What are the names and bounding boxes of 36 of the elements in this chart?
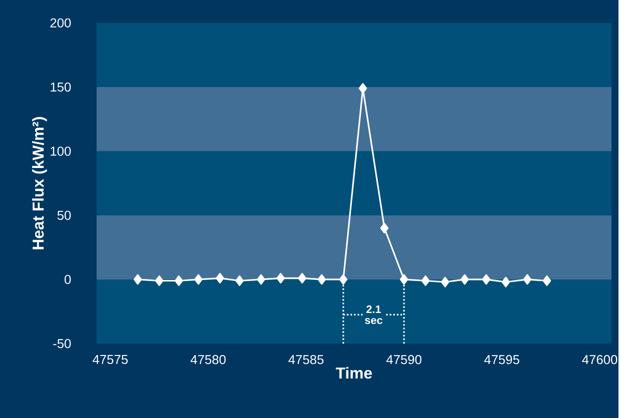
annotation: 2.1 sec — [364, 305, 382, 324]
y-axis-title: Heat Flux (kW/m²) — [32, 116, 47, 250]
x-tick-label: 47575 — [92, 354, 128, 364]
point — [155, 275, 164, 286]
point — [235, 275, 244, 286]
point — [502, 276, 510, 288]
x-tick-label: 47580 — [190, 354, 226, 364]
y-tick-label: 0 — [64, 274, 71, 284]
y-tick-label: 100 — [50, 146, 71, 156]
point — [542, 275, 552, 286]
point — [523, 274, 532, 285]
point — [194, 274, 203, 285]
point — [440, 276, 450, 288]
point — [421, 275, 430, 286]
x-tick-label: 47595 — [484, 354, 520, 364]
point — [276, 272, 285, 284]
point — [358, 82, 368, 94]
y-tick-label: 150 — [50, 82, 71, 92]
x-tick-label: 47590 — [386, 354, 422, 364]
point — [460, 274, 469, 285]
y-tick-label: 200 — [50, 18, 71, 28]
point — [380, 222, 389, 234]
point — [174, 275, 183, 286]
point — [482, 274, 490, 285]
point — [256, 274, 266, 285]
y-tick-label: 50 — [57, 210, 71, 220]
x-tick-label: 47600 — [582, 354, 618, 364]
point — [298, 272, 306, 284]
point — [216, 272, 224, 284]
x-axis-title: Time — [336, 366, 372, 379]
point — [339, 274, 348, 285]
x-tick-label: 47585 — [288, 354, 324, 364]
y-tick-label: -50 — [53, 338, 71, 348]
point — [400, 274, 408, 285]
point — [318, 274, 326, 285]
point — [134, 274, 142, 285]
